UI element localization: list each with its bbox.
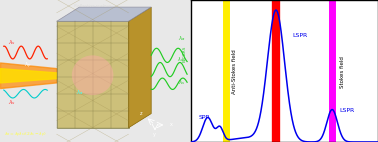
- Text: Reflective surface: Reflective surface: [74, 4, 111, 8]
- Text: $\lambda_s$: $\lambda_s$: [178, 78, 185, 87]
- Ellipse shape: [72, 55, 113, 95]
- Text: x: x: [170, 122, 173, 127]
- Text: y: y: [153, 132, 156, 137]
- Text: $\lambda_a=\lambda_p\lambda_s/(2\lambda_s-\lambda_p)$: $\lambda_a=\lambda_p\lambda_s/(2\lambda_…: [4, 130, 46, 139]
- Polygon shape: [129, 7, 151, 128]
- Text: $\lambda_s$: $\lambda_s$: [8, 38, 16, 47]
- Text: z: z: [140, 111, 143, 116]
- Text: $\lambda_a$: $\lambda_a$: [76, 88, 83, 97]
- Text: B-CARS: B-CARS: [182, 46, 186, 62]
- Text: $\lambda_{as}$: $\lambda_{as}$: [177, 55, 186, 64]
- Text: LSPR: LSPR: [292, 33, 307, 37]
- Text: SPP: SPP: [198, 115, 209, 120]
- Text: $\lambda_p$: $\lambda_p$: [25, 60, 32, 71]
- Polygon shape: [57, 21, 129, 128]
- Text: Anti-Stokes field: Anti-Stokes field: [232, 49, 237, 94]
- Text: $\lambda_a$: $\lambda_a$: [178, 34, 185, 43]
- Text: LSPR: LSPR: [340, 108, 355, 113]
- Text: Stokes field: Stokes field: [340, 56, 345, 88]
- Polygon shape: [57, 7, 151, 21]
- Text: $\lambda_s$: $\lambda_s$: [8, 98, 16, 106]
